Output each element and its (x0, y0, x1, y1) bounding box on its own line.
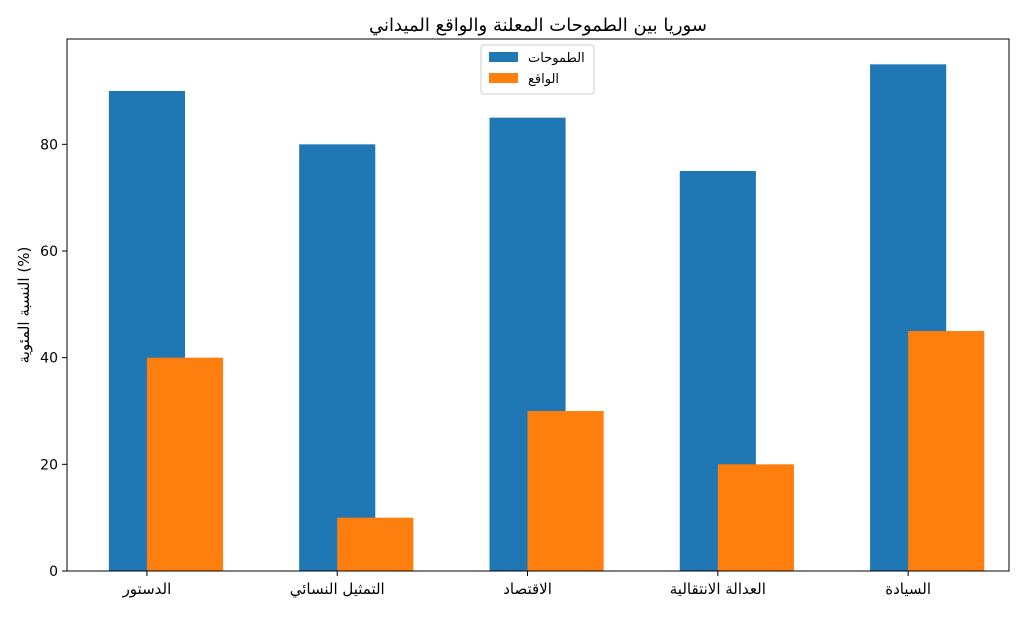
x-tick-label: العدالة الانتقالية (670, 580, 766, 598)
y-tick-label: 80 (40, 137, 58, 153)
y-tick-label: 20 (40, 457, 58, 473)
bar-reality-1 (337, 517, 414, 571)
x-tick-label: التمثيل النسائي (290, 580, 385, 599)
x-tick-label: الدستور (122, 580, 172, 598)
bar-reality-3 (717, 464, 794, 571)
chart-title: سوريا بين الطموحات المعلنة والواقع الميد… (369, 15, 707, 36)
bar-ambition-1 (299, 144, 376, 572)
legend-swatch (489, 73, 518, 83)
bars-layer (108, 64, 985, 572)
y-tick-label: 60 (40, 244, 58, 260)
x-tick-label: الاقتصاد (503, 580, 552, 598)
y-tick-label: 40 (40, 351, 58, 367)
plot-frame (66, 38, 1010, 572)
ticks-layer: الدستور التمثيل النسائي الاقتصاد العدالة ال… (40, 137, 931, 599)
legend-label: الواقع (528, 72, 559, 87)
bar-reality-0 (146, 357, 224, 571)
bar-reality-4 (908, 331, 985, 571)
y-tick-label: 0 (49, 564, 58, 580)
legend-swatch (489, 52, 518, 62)
bar-reality-2 (527, 411, 604, 571)
x-tick-label: السيادة (885, 580, 931, 598)
legend-label: الطموحات (528, 51, 585, 66)
y-axis-label: النسبة المئوية (%) (15, 247, 33, 364)
legend: الطموحات الواقع (480, 44, 595, 95)
